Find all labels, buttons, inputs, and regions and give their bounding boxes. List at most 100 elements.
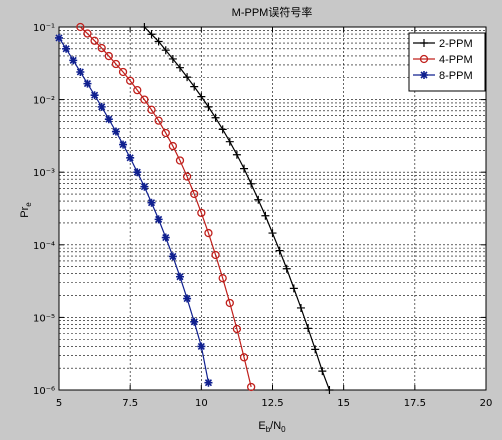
marker <box>204 228 213 238</box>
marker <box>104 115 113 124</box>
x-tick-label: 12.5 <box>261 398 283 409</box>
y-tick-label: 10⁻¹ <box>33 23 55 34</box>
marker <box>154 37 163 46</box>
marker <box>69 56 78 65</box>
x-axis-label: Eb/N0 <box>258 420 286 434</box>
marker <box>190 82 199 91</box>
legend-label: 2-PPM <box>439 38 473 50</box>
marker <box>218 125 227 134</box>
x-tick-label: 10 <box>195 398 208 409</box>
marker <box>325 386 334 394</box>
marker <box>232 324 242 334</box>
marker <box>197 92 206 101</box>
marker <box>168 54 177 63</box>
marker <box>304 324 313 333</box>
marker <box>140 95 149 104</box>
marker <box>104 51 113 61</box>
marker <box>111 59 121 69</box>
marker <box>175 156 185 165</box>
marker <box>247 179 256 188</box>
x-tick-label: 20 <box>480 398 493 409</box>
marker <box>225 137 234 146</box>
y-tick-label: 10⁻⁵ <box>33 313 55 324</box>
marker <box>161 233 170 242</box>
marker <box>126 76 135 85</box>
marker <box>154 116 163 125</box>
series-line <box>79 26 252 388</box>
marker <box>204 378 213 387</box>
series-line <box>58 37 210 383</box>
marker <box>197 342 206 351</box>
marker <box>197 208 206 218</box>
marker <box>254 195 263 204</box>
marker <box>168 141 178 151</box>
marker <box>118 67 128 77</box>
marker <box>239 353 249 362</box>
marker <box>211 113 220 122</box>
plot-frame <box>58 26 487 391</box>
x-label-part: b <box>266 425 271 434</box>
marker <box>97 102 106 111</box>
marker <box>289 284 298 293</box>
marker <box>140 182 149 191</box>
legend-marker <box>420 71 428 79</box>
x-tick-label: 15 <box>337 398 350 409</box>
marker <box>133 85 142 95</box>
marker <box>211 250 220 260</box>
marker <box>140 23 149 31</box>
marker <box>275 246 284 255</box>
marker <box>83 29 92 38</box>
marker <box>261 211 270 220</box>
marker <box>175 272 184 281</box>
x-tick-label: 5 <box>56 398 62 409</box>
x-tick-label: 7.5 <box>122 398 138 409</box>
legend-marker <box>419 54 429 64</box>
marker <box>232 150 241 159</box>
marker <box>62 44 71 53</box>
marker <box>182 172 192 181</box>
marker <box>190 189 199 199</box>
marker <box>204 102 213 111</box>
marker <box>161 128 170 138</box>
x-label-part: /N <box>270 420 281 432</box>
marker <box>168 252 177 261</box>
marker <box>246 382 256 392</box>
marker <box>183 73 192 82</box>
marker <box>83 79 92 88</box>
legend-marker <box>420 39 428 47</box>
y-label-part: e <box>24 202 33 207</box>
y-tick-label: 10⁻⁶ <box>33 386 55 397</box>
y-label-part: Pr <box>19 206 31 217</box>
marker <box>133 168 142 177</box>
marker <box>154 215 163 224</box>
y-tick-label: 10⁻² <box>33 96 55 107</box>
marker <box>183 294 192 303</box>
marker <box>97 43 106 53</box>
marker <box>161 46 170 55</box>
marker <box>126 153 135 162</box>
legend-label: 8-PPM <box>439 70 473 82</box>
legend-label: 4-PPM <box>439 54 473 66</box>
marker <box>268 229 277 238</box>
marker <box>296 303 305 312</box>
marker <box>311 345 320 354</box>
marker <box>76 67 85 76</box>
marker <box>90 36 99 45</box>
marker <box>282 264 291 273</box>
y-axis-label: Pre <box>19 202 33 218</box>
marker <box>218 274 227 283</box>
marker <box>90 91 99 100</box>
x-label-part: E <box>258 420 265 432</box>
marker <box>111 127 120 136</box>
marker <box>225 298 234 308</box>
marker <box>55 33 63 42</box>
marker <box>119 140 128 149</box>
x-label-part: 0 <box>281 425 286 434</box>
marker <box>190 317 199 326</box>
marker <box>240 164 249 173</box>
marker <box>318 367 327 376</box>
x-tick-label: 17.5 <box>404 398 426 409</box>
marker <box>175 63 184 72</box>
marker <box>147 198 156 207</box>
